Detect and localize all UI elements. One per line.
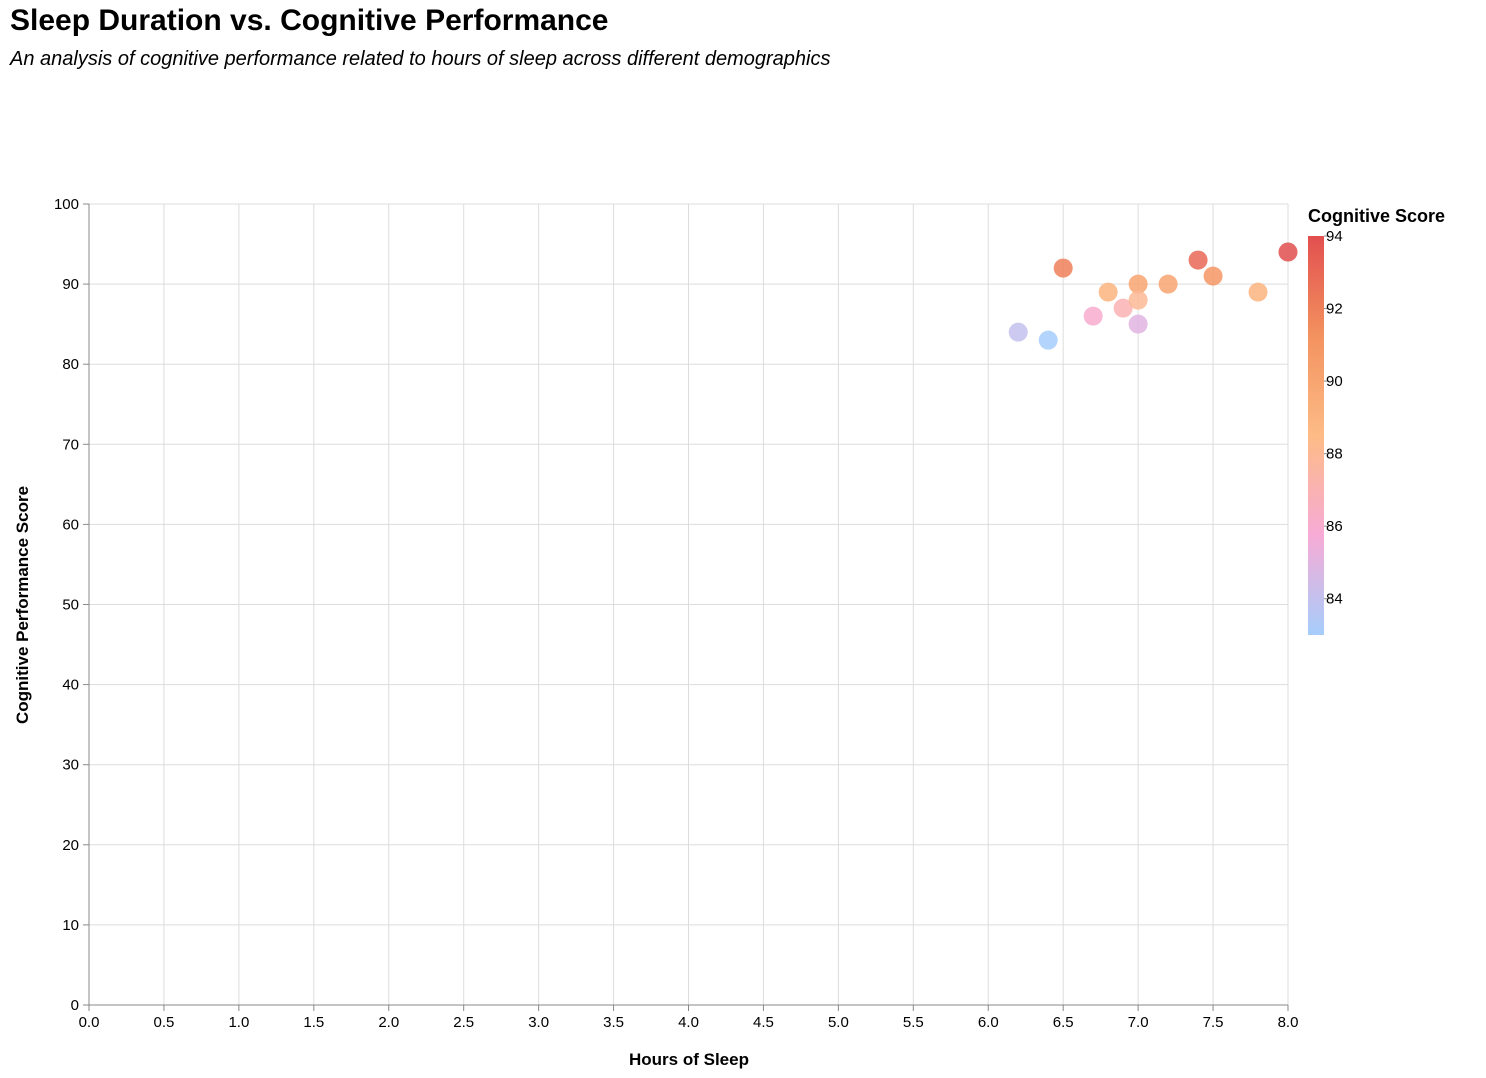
data-point xyxy=(1203,266,1223,286)
x-tick-label: 7.0 xyxy=(1128,1014,1149,1031)
data-point xyxy=(1188,250,1208,270)
legend-label: 88 xyxy=(1326,446,1343,463)
x-tick-label: 7.5 xyxy=(1203,1014,1224,1031)
legend-color-bar xyxy=(1308,236,1324,635)
data-point xyxy=(1098,282,1118,302)
x-tick-label: 3.5 xyxy=(603,1014,624,1031)
data-point xyxy=(1008,322,1028,342)
legend-label: 84 xyxy=(1326,591,1343,608)
legend-label: 90 xyxy=(1326,373,1343,390)
y-tick-label: 70 xyxy=(62,436,79,453)
legend-title: Cognitive Score xyxy=(1308,206,1445,226)
y-tick-label: 20 xyxy=(62,837,79,854)
data-point xyxy=(1278,242,1298,262)
y-tick-label: 0 xyxy=(71,997,79,1014)
x-tick-label: 5.5 xyxy=(903,1014,924,1031)
y-tick-label: 50 xyxy=(62,597,79,614)
axes: 0.0 0.5 1.0 1.5 2.0 2.5 3.0 3.5 4.0 4.5 5.0 5.5 6.0 6… xyxy=(54,196,1298,1031)
x-tick-label: 3.0 xyxy=(528,1014,549,1031)
x-tick-label: 0.0 xyxy=(79,1014,100,1031)
data-points xyxy=(1008,242,1298,350)
color-legend: Cognitive Score 94 92 90 88 86 84 xyxy=(1308,206,1445,635)
x-tick-label: 2.0 xyxy=(378,1014,399,1031)
data-point xyxy=(1128,314,1148,334)
x-tick-label: 6.0 xyxy=(978,1014,999,1031)
y-tick-label: 10 xyxy=(62,917,79,934)
legend-label: 86 xyxy=(1326,518,1343,535)
x-tick-label: 5.0 xyxy=(828,1014,849,1031)
x-tick-label: 6.5 xyxy=(1053,1014,1074,1031)
chart-subtitle: An analysis of cognitive performance rel… xyxy=(10,48,831,70)
legend-label: 92 xyxy=(1326,301,1343,318)
x-tick-label: 1.5 xyxy=(303,1014,324,1031)
y-tick-label: 40 xyxy=(62,677,79,694)
x-tick-label: 2.5 xyxy=(453,1014,474,1031)
chart-title: Sleep Duration vs. Cognitive Performance xyxy=(10,4,609,37)
data-point xyxy=(1248,282,1268,302)
x-tick-label: 4.0 xyxy=(678,1014,699,1031)
y-axis-title: Cognitive Performance Score xyxy=(13,486,32,724)
y-tick-label: 90 xyxy=(62,276,79,293)
data-point xyxy=(1128,274,1148,294)
x-axis-title: Hours of Sleep xyxy=(629,1050,749,1069)
data-point xyxy=(1083,306,1103,326)
grid xyxy=(88,203,1289,1006)
data-point xyxy=(1053,258,1073,278)
data-point xyxy=(1158,274,1178,294)
x-tick-label: 4.5 xyxy=(753,1014,774,1031)
y-tick-label: 60 xyxy=(62,516,79,533)
y-tick-label: 30 xyxy=(62,757,79,774)
y-tick-label: 100 xyxy=(54,196,79,213)
data-point xyxy=(1113,298,1133,318)
x-tick-label: 8.0 xyxy=(1278,1014,1299,1031)
y-tick-label: 80 xyxy=(62,356,79,373)
x-tick-label: 1.0 xyxy=(228,1014,249,1031)
legend-label: 94 xyxy=(1326,228,1343,245)
data-point xyxy=(1128,290,1148,310)
data-point xyxy=(1038,330,1058,350)
x-tick-label: 0.5 xyxy=(154,1014,175,1031)
